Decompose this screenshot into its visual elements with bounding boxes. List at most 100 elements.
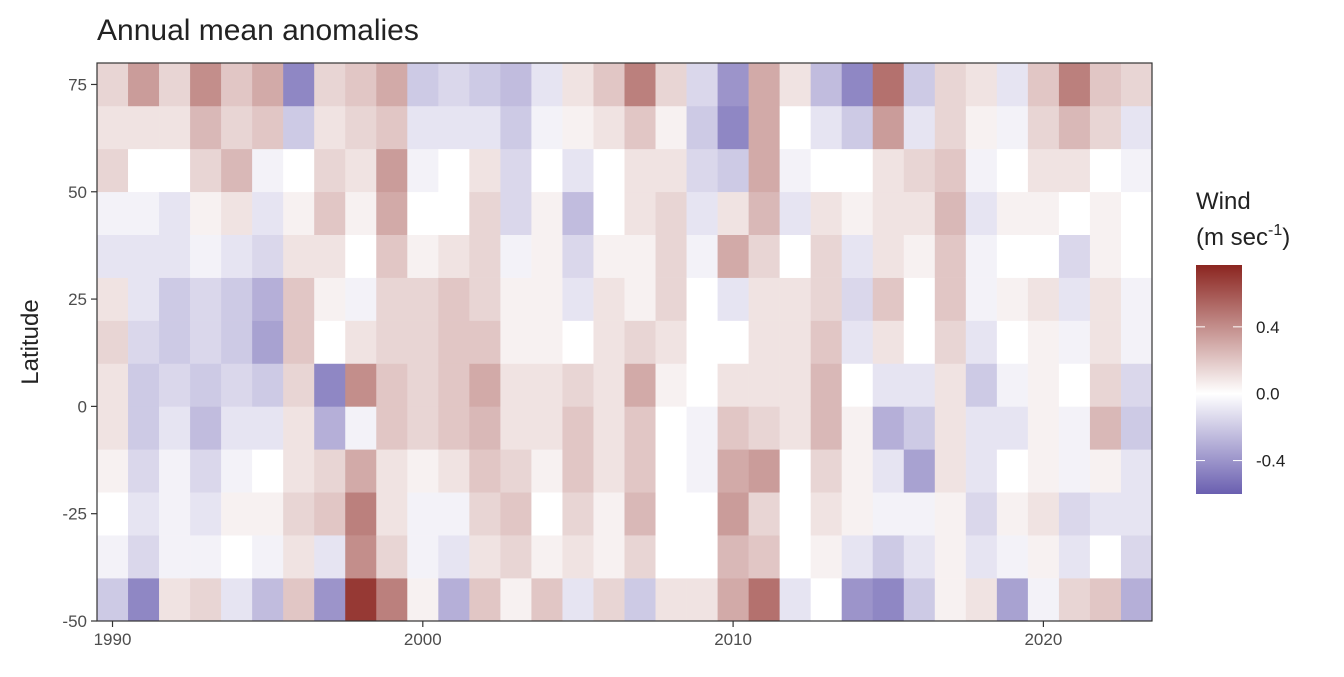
cell [1058,191,1091,235]
cell [562,578,594,621]
cell [469,449,501,493]
cell [1120,363,1152,407]
cell [469,234,501,278]
cell [748,449,780,493]
cell [655,320,687,364]
cell [190,320,222,364]
cell [748,105,780,150]
cell [593,578,625,621]
cell [1089,191,1122,235]
cell [624,63,656,107]
cell [190,578,222,621]
cell [283,406,315,450]
cell [128,191,160,235]
cell [531,191,563,235]
cell [407,320,439,364]
cell [872,535,905,579]
cell [996,277,1029,321]
cell [314,191,346,235]
cell [903,63,936,107]
cell [934,492,967,536]
cell [469,492,501,536]
cell [1058,449,1091,493]
y-tick-label: 50 [68,183,87,202]
cell [655,191,687,235]
cell [748,492,780,536]
cell [1027,105,1060,150]
cell [655,578,687,621]
cell [841,63,874,107]
cell [965,578,998,621]
cell [252,535,284,579]
cell [934,535,967,579]
cell [562,449,594,493]
cell [159,148,191,193]
cell [965,320,998,364]
cell [593,234,625,278]
cell [1027,63,1060,107]
cell [128,320,160,364]
cell [655,148,687,193]
colorbar-tick-label: -0.4 [1256,452,1285,471]
cell [438,492,470,536]
cell [500,148,532,193]
cell [128,492,160,536]
cell [190,492,222,536]
cell [500,492,532,536]
cell [159,234,191,278]
cell [531,234,563,278]
cell [624,105,656,150]
cell [345,363,377,407]
cell [996,492,1029,536]
cell [531,277,563,321]
cell [1027,277,1060,321]
cell [283,191,315,235]
cell [686,63,718,107]
cell [934,578,967,621]
cell [438,535,470,579]
cell [500,578,532,621]
cell [345,578,377,621]
cell [841,191,874,235]
cell [407,63,439,107]
cell [159,492,191,536]
cell [469,277,501,321]
cell [500,449,532,493]
cell [97,406,129,450]
cell [934,363,967,407]
cell [221,535,253,579]
cell [438,63,470,107]
cell [748,63,780,107]
y-axis-label: Latitude [17,299,44,384]
cell [965,406,998,450]
cell [841,363,874,407]
cell [1120,535,1152,579]
cell [252,449,284,493]
cell [779,320,811,364]
cell [872,406,905,450]
cell [624,535,656,579]
cell [345,148,377,193]
cell [810,105,843,150]
cell [1058,578,1091,621]
cell [376,277,408,321]
cell [531,578,563,621]
cell [872,320,905,364]
cell [779,191,811,235]
cell [221,406,253,450]
cell [810,492,843,536]
cell [376,578,408,621]
cell [748,320,780,364]
cell [965,363,998,407]
legend-unit-sup: -1 [1268,222,1282,239]
cell [438,191,470,235]
cell [748,406,780,450]
cell [1058,492,1091,536]
cell [221,578,253,621]
cell [97,148,129,193]
cell [190,63,222,107]
cell [190,535,222,579]
cell [1058,105,1091,150]
